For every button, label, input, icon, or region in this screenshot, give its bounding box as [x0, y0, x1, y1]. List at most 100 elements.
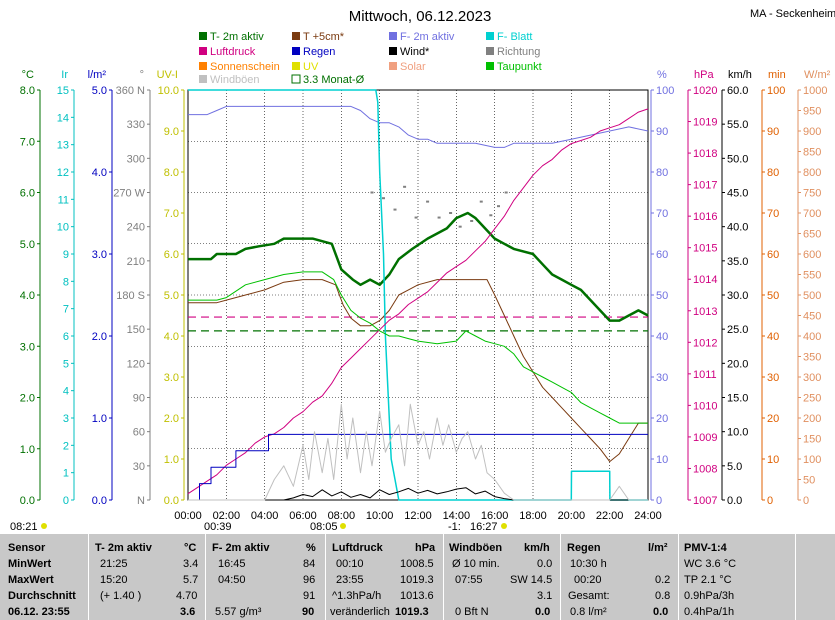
tick-label: 90	[656, 126, 668, 138]
legend-label: 3.3 Monat-Ø	[303, 74, 365, 86]
tick-label: 3	[63, 413, 69, 425]
x-tick-label: 04:00	[251, 510, 279, 522]
tick-label: 1007	[693, 495, 717, 507]
tick-label: 0.0	[20, 495, 35, 507]
marker-t3: -1:	[448, 521, 461, 533]
legend-swatch	[389, 47, 397, 55]
row-label-min: MinWert	[8, 558, 52, 570]
tick-label: 8	[63, 276, 69, 288]
tick-label: 0.0	[92, 495, 107, 507]
tick-label: 2.0	[92, 331, 107, 343]
sun-icon	[340, 523, 346, 529]
tick-label: 50	[656, 290, 668, 302]
tick-label: 3.0	[92, 249, 107, 261]
direction-point	[414, 216, 418, 219]
direction-point	[382, 197, 385, 200]
pressure-current: 1019.3	[395, 606, 429, 618]
stats-table: Sensor MinWert MaxWert Durchschnitt 06.1…	[0, 534, 835, 620]
pmv-pressure-1h: 0.4hPa/1h	[684, 606, 735, 618]
tick-label: 550	[803, 270, 821, 282]
direction-point	[497, 205, 500, 208]
x-tick-label: 10:00	[366, 510, 394, 522]
separator	[678, 534, 679, 620]
series-t-5cm-	[188, 279, 648, 463]
legend-label: Regen	[303, 46, 335, 58]
wind-beaufort: 0 Bft N	[455, 606, 489, 618]
tick-label: 100	[656, 85, 674, 97]
direction-point	[426, 200, 430, 203]
separator	[443, 534, 444, 620]
tick-label: 1.0	[164, 454, 179, 466]
axis-unit: °	[140, 69, 144, 81]
legend-label: Solar	[400, 61, 426, 73]
humidity-absolute: 5.57 g/m³	[215, 606, 262, 618]
tick-label: 8.0	[164, 167, 179, 179]
legend-swatch	[292, 47, 300, 55]
legend-swatch	[292, 32, 300, 40]
tick-label: 60.0	[727, 85, 748, 97]
pressure-max: 1019.3	[400, 574, 434, 586]
tick-label: 0	[63, 495, 69, 507]
humidity-avg: 91	[303, 590, 316, 602]
legend-swatch	[199, 47, 207, 55]
separator	[560, 534, 561, 620]
direction-point	[504, 191, 508, 194]
tick-label: 1010	[693, 400, 717, 412]
x-tick-label: 22:00	[596, 510, 624, 522]
tick-label: 9.0	[164, 126, 179, 138]
tick-label: 30	[133, 461, 145, 473]
axis-unit: l/m²	[88, 69, 107, 81]
axis-unit: %	[657, 69, 667, 81]
legend-label: T +5cm*	[303, 31, 345, 43]
temp-current: 3.6	[180, 606, 196, 618]
tick-label: 150	[127, 324, 145, 336]
rain-max: 0.2	[655, 574, 671, 586]
pmv-pressure-3h: 0.9hPa/3h	[684, 590, 735, 602]
tick-label: 7.0	[20, 136, 35, 148]
tick-label: 55.0	[727, 119, 748, 131]
axis-unit: Ir	[61, 69, 68, 81]
tick-label: 1015	[693, 243, 717, 255]
legend-label: Sonnenschein	[210, 61, 280, 73]
tick-label: 250	[803, 393, 821, 405]
x-tick-label: 02:00	[213, 510, 241, 522]
tick-label: 350	[803, 352, 821, 364]
pressure-min-time: 00:10	[336, 558, 364, 570]
tick-label: 30.0	[727, 290, 748, 302]
marker-t2: 08:05	[310, 521, 338, 533]
tick-label: 1000	[803, 85, 827, 97]
tick-label: 1.0	[20, 444, 35, 456]
tick-label: 5.0	[164, 290, 179, 302]
tick-label: 6	[63, 331, 69, 343]
tick-label: 100	[803, 454, 821, 466]
tick-label: 90	[133, 393, 145, 405]
tick-label: 10	[656, 454, 668, 466]
tick-label: 270 W	[113, 188, 145, 200]
sensor-header: Sensor	[8, 542, 46, 554]
series-windb-en	[188, 403, 648, 501]
row-label-avg: Durchschnitt	[8, 590, 76, 602]
tick-label: 7	[63, 304, 69, 316]
tick-label: 12	[57, 167, 69, 179]
legend-label: Luftdruck	[210, 46, 256, 58]
tick-label: 1019	[693, 117, 717, 129]
tick-label: 300	[803, 372, 821, 384]
direction-point	[458, 225, 462, 228]
tick-label: 950	[803, 106, 821, 118]
tick-label: 5.0	[92, 85, 107, 97]
axis-unit: W/m²	[804, 69, 831, 81]
legend-swatch	[291, 74, 301, 84]
tick-label: 50.0	[727, 153, 748, 165]
legend-swatch	[389, 32, 397, 40]
direction-point	[470, 219, 474, 222]
tick-label: 5.0	[727, 461, 742, 473]
tick-label: 8.0	[20, 85, 35, 97]
tick-label: 1017	[693, 180, 717, 192]
tick-label: 40	[656, 331, 668, 343]
axis-unit: km/h	[728, 69, 752, 81]
tick-label: 2.0	[20, 393, 35, 405]
tick-label: 10	[57, 222, 69, 234]
tick-label: 10.0	[727, 427, 748, 439]
x-tick-label: 16:00	[481, 510, 509, 522]
tick-label: 4	[63, 386, 69, 398]
